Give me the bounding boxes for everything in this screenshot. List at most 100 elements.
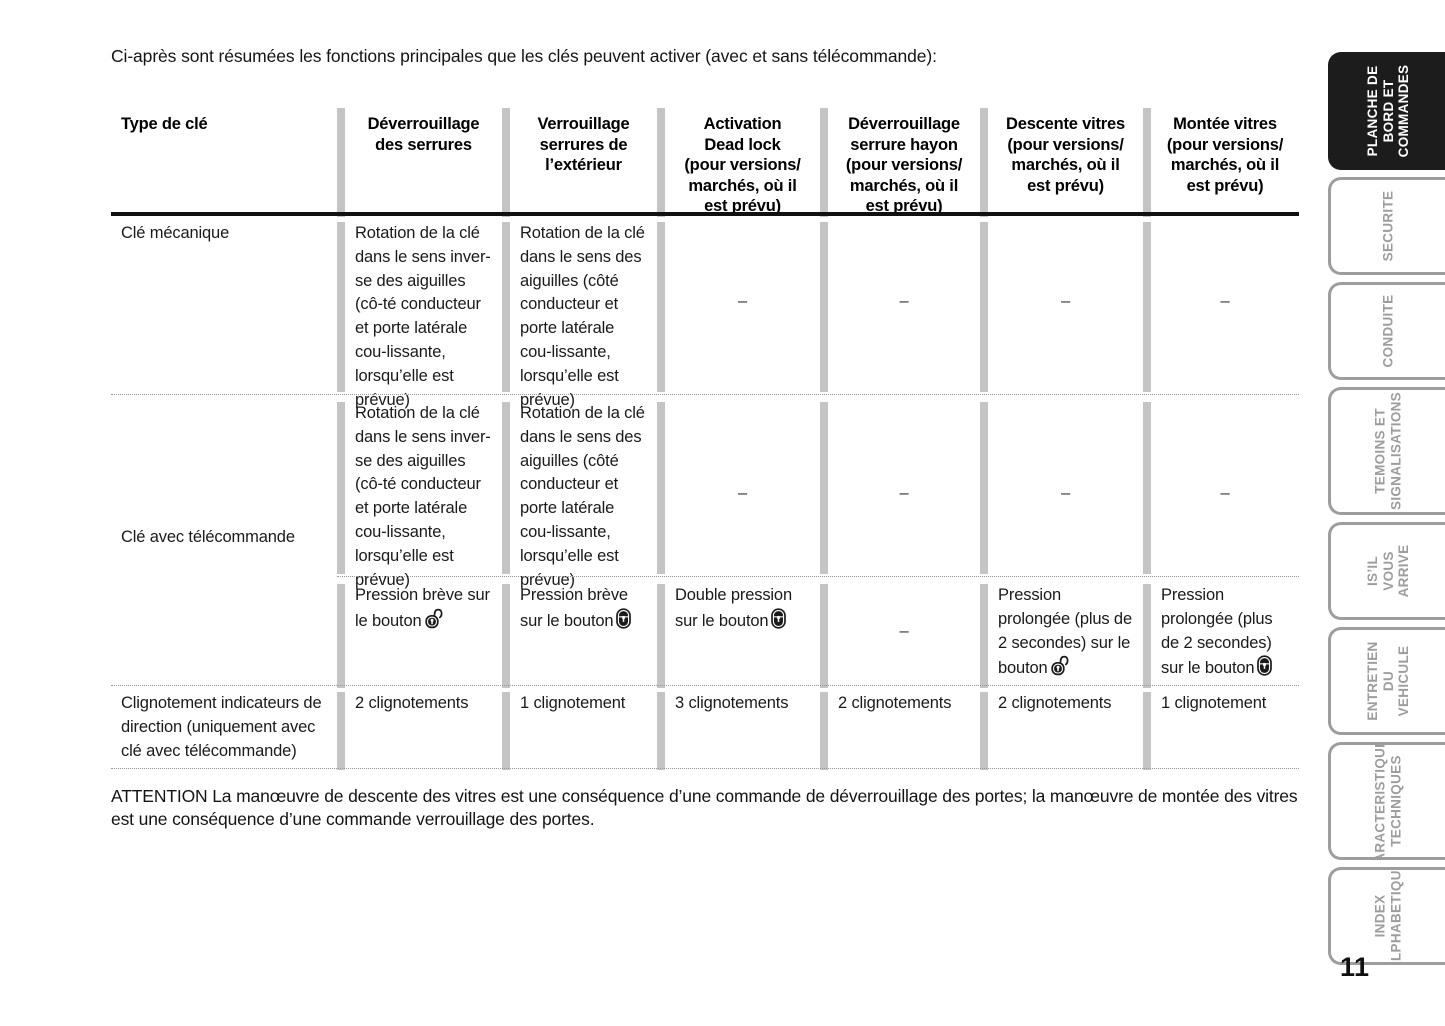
cell-text: Rotation de la clé dans le sens inver-se… (355, 224, 491, 409)
cell-label: Double pression sur le bouton (675, 586, 792, 630)
column-separator (502, 584, 510, 688)
cell-dead-lock: 3 clignotements (665, 692, 820, 770)
column-separator (337, 692, 345, 770)
section-tabs: PLANCHE DE BORD ET COMMANDES SECURITE CO… (1328, 0, 1445, 1026)
unlock-icon (424, 608, 444, 637)
column-separator (980, 108, 988, 217)
header-rule (111, 212, 1299, 216)
cell-label: Pression brève sur le bouton (520, 586, 628, 630)
sidebar-item-caracteristiques-techniques[interactable]: CARACTERISTIQUES TECHNIQUES (1328, 742, 1445, 860)
intro-paragraph: Ci-après sont résumées les fonctions pri… (111, 46, 937, 66)
column-separator (657, 108, 665, 217)
header-label: Type de clé (121, 115, 208, 133)
cell-text: 2 clignotements (998, 694, 1112, 712)
header-cell-descente-vitres: Descente vitres (pour versions/ marchés,… (988, 108, 1143, 217)
cell-text: – (899, 622, 909, 640)
cell-text: Rotation de la clé dans le sens des aigu… (520, 224, 645, 409)
sidebar-item-label: CARACTERISTIQUES TECHNIQUES (1372, 742, 1404, 860)
cell-verrouillage-exterieur: 1 clignotement (510, 692, 657, 770)
cell-text: – (1220, 292, 1230, 310)
cell-verrouillage-exterieur: Pression brève sur le bouton (510, 584, 657, 688)
cell-text: 2 clignotements (838, 694, 952, 712)
cell-serrure-hayon: – (828, 402, 980, 574)
sidebar-item-index-alphabetique[interactable]: INDEX ALPHABETIQUE (1328, 867, 1445, 965)
header-label: Activation Dead lock (pour versions/ mar… (684, 115, 801, 215)
lock-icon (616, 608, 632, 637)
cell-serrure-hayon: – (828, 222, 980, 392)
sidebar-item-label: CONDUITE (1380, 294, 1396, 368)
cell-verrouillage-exterieur: Rotation de la clé dans le sens des aigu… (510, 402, 657, 589)
row-label-cell: Clé mécanique (111, 222, 337, 392)
cell-text: Pression brève sur le bouton (520, 584, 647, 637)
row-label: Clignotement indicateurs de direction (u… (121, 694, 322, 760)
column-separator (657, 584, 665, 688)
lock-icon (771, 608, 787, 637)
sidebar-item-planche-de-bord-et-commandes[interactable]: PLANCHE DE BORD ET COMMANDES (1328, 52, 1445, 170)
cell-label: Pression brève sur le bouton (355, 586, 490, 630)
cell-text: Pression prolongée (plus de 2 secondes) … (1161, 584, 1289, 684)
table-row-cle-telecommande-pression: Pression brève sur le bouton Pression br… (111, 584, 1299, 688)
sidebar-item-label: SECURITE (1380, 190, 1396, 262)
unlock-icon (1050, 655, 1070, 684)
sidebar-item-label: IS’IL VOUS ARRIVE (1364, 544, 1411, 598)
key-functions-table: Type de clé Déverrouillage des serrures … (111, 108, 1299, 217)
cell-verrouillage-exterieur: Rotation de la clé dans le sens des aigu… (510, 222, 657, 409)
sidebar-item-securite[interactable]: SECURITE (1328, 177, 1445, 275)
cell-descente-vitres: – (988, 222, 1143, 392)
cell-text: Pression prolongée (plus de 2 secondes) … (998, 584, 1133, 684)
intro-block: Ci-après sont résumées les fonctions pri… (111, 45, 1299, 67)
column-separator (980, 222, 988, 392)
cell-text: – (899, 292, 909, 310)
cell-montee-vitres: – (1151, 402, 1299, 574)
column-separator (502, 402, 510, 574)
column-separator (820, 692, 828, 770)
column-separator (657, 402, 665, 574)
header-cell-activation-dead-lock: Activation Dead lock (pour versions/ mar… (665, 108, 820, 217)
cell-text: 2 clignotements (355, 694, 469, 712)
row-label-cell: Clé avec télécommande (111, 402, 337, 574)
cell-text: – (737, 292, 748, 310)
row-label-cell (111, 584, 337, 688)
column-separator (337, 584, 345, 688)
column-separator (980, 402, 988, 574)
sidebar-item-isil-vous-arrive[interactable]: IS’IL VOUS ARRIVE (1328, 522, 1445, 620)
column-separator (337, 222, 345, 392)
sidebar-item-entretien-du-vehicule[interactable]: ENTRETIEN DU VEHICULE (1328, 627, 1445, 735)
sidebar-item-temoins-et-signalisations[interactable]: TEMOINS ET SIGNALISATIONS (1328, 387, 1445, 515)
attention-text: La manœuvre de descente des vitres est u… (111, 786, 1298, 829)
cell-deverrouillage-serrures: Rotation de la clé dans le sens inver-se… (345, 222, 502, 409)
cell-deverrouillage-serrures: Rotation de la clé dans le sens inver-se… (345, 402, 502, 589)
row-label: Clé avec télécommande (121, 528, 295, 546)
cell-text: – (1060, 484, 1071, 502)
cell-text: Double pression sur le bouton (675, 584, 810, 637)
cell-text: – (1220, 484, 1230, 502)
sidebar-item-label: TEMOINS ET SIGNALISATIONS (1372, 392, 1404, 510)
header-label: Déverrouillage serrure hayon (pour versi… (845, 115, 963, 215)
cell-descente-vitres: – (988, 402, 1143, 574)
attention-note: ATTENTION La manœuvre de descente des vi… (111, 785, 1301, 831)
cell-text: 1 clignotement (1161, 694, 1267, 712)
row-divider (111, 685, 1299, 686)
attention-keyword: ATTENTION (111, 786, 208, 806)
cell-label: Pression prolongée (plus de 2 secondes) … (1161, 586, 1273, 678)
cell-text: Pression brève sur le bouton (355, 584, 492, 637)
column-separator (337, 402, 345, 574)
cell-serrure-hayon: 2 clignotements (828, 692, 980, 770)
table-bottom-divider (111, 768, 1299, 769)
cell-text: – (737, 484, 748, 502)
sidebar-item-conduite[interactable]: CONDUITE (1328, 282, 1445, 380)
cell-text: Rotation de la clé dans le sens inver-se… (355, 404, 491, 589)
header-cell-montee-vitres: Montée vitres (pour versions/ marchés, o… (1151, 108, 1299, 217)
column-separator (980, 692, 988, 770)
table-row-cle-telecommande-rotation: Clé avec télécommande Rotation de la clé… (111, 402, 1299, 589)
cell-dead-lock: Double pression sur le bouton (665, 584, 820, 688)
table-row-clignotement: Clignotement indicateurs de direction (u… (111, 692, 1299, 770)
column-separator (337, 108, 345, 217)
cell-text: 3 clignotements (675, 694, 789, 712)
cell-text: Rotation de la clé dans le sens des aigu… (520, 404, 645, 589)
table-row-cle-mecanique: Clé mécanique Rotation de la clé dans le… (111, 222, 1299, 409)
cell-montee-vitres: 1 clignotement (1151, 692, 1299, 770)
sidebar-item-label: PLANCHE DE BORD ET COMMANDES (1364, 64, 1411, 158)
column-separator (820, 584, 828, 688)
header-label: Verrouillage serrures de l’extérieur (537, 115, 630, 174)
